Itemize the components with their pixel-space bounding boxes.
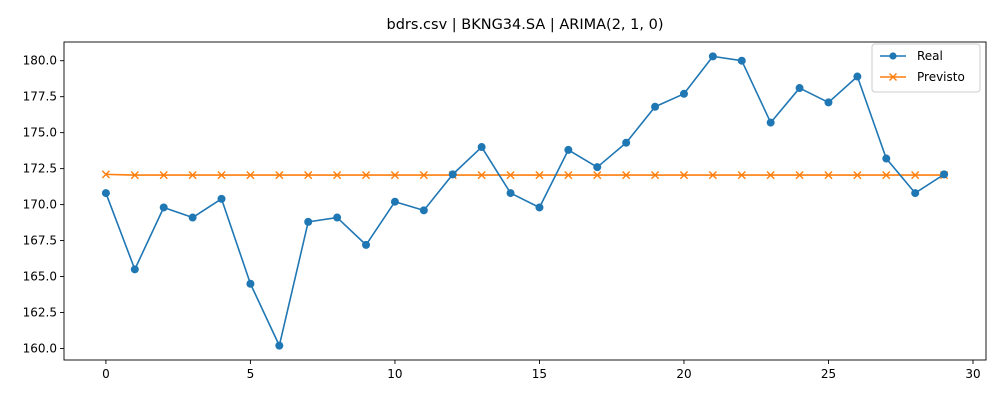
y-tick-label: 167.5 [23,234,57,248]
data-point-real [304,217,313,226]
data-point-previsto [217,171,226,180]
y-tick-label: 175.0 [23,126,57,140]
legend-label-real: Real [917,49,943,63]
data-point-previsto [159,171,168,180]
data-point-real [188,213,197,222]
data-point-real [737,56,746,65]
x-tick-label: 0 [102,367,110,381]
data-point-real [362,240,371,249]
series-layer [101,52,949,350]
data-point-real [853,72,862,81]
data-point-previsto [361,171,371,180]
data-point-previsto [477,171,486,180]
data-point-previsto [882,171,891,180]
x-axis: 0 5 10 15 20 25 30 [102,360,981,381]
data-point-previsto [737,171,746,180]
y-tick-label: 165.0 [23,270,57,284]
data-point-real [622,138,631,147]
data-point-previsto [795,171,804,180]
x-tick-label: 30 [965,367,980,381]
data-point-previsto [101,170,111,179]
x-tick-label: 25 [821,367,836,381]
chart-title: bdrs.csv | BKNG34.SA | ARIMA(2, 1, 0) [387,17,664,33]
data-point-previsto [564,171,573,180]
data-point-real [477,143,486,152]
data-point-previsto [130,171,139,180]
data-point-real [448,170,457,179]
data-point-real [593,163,602,172]
y-tick-label: 160.0 [23,341,57,355]
y-tick-label: 180.0 [23,54,57,68]
y-tick-label: 162.5 [23,306,57,320]
data-point-previsto [853,171,862,180]
data-point-previsto [506,171,515,180]
data-point-previsto [304,171,313,180]
y-tick-label: 177.5 [23,90,57,104]
series-real [101,52,949,350]
data-point-real [246,279,255,288]
data-point-real [795,84,804,93]
legend-label-previsto: Previsto [917,70,965,84]
data-point-real [390,197,399,206]
data-point-previsto [333,171,342,180]
legend-marker-real [889,52,897,60]
data-point-real [217,194,226,203]
data-point-previsto [708,171,717,180]
data-point-previsto [911,171,920,180]
series-line-previsto [105,173,945,176]
data-point-previsto [622,171,631,180]
x-tick-label: 20 [676,367,691,381]
data-point-real [882,154,891,163]
data-point-real [535,203,544,212]
data-point-previsto [650,171,660,180]
data-point-previsto [824,171,833,180]
data-point-real [333,213,342,222]
data-point-previsto [246,171,255,180]
y-tick-label: 170.0 [23,198,57,212]
data-point-real [824,98,833,107]
data-point-real [130,265,139,274]
data-point-real [506,189,515,198]
x-tick-label: 10 [387,367,402,381]
data-point-real [651,102,660,111]
series-previsto [101,170,949,180]
data-point-real [101,189,110,198]
data-point-previsto [679,171,689,180]
legend: Real Previsto [871,43,981,93]
data-point-previsto [419,171,428,180]
data-point-real [564,145,573,154]
data-point-real [940,170,949,179]
data-point-previsto [390,171,400,180]
plot-frame [63,41,987,361]
data-point-real [419,206,428,215]
legend-marker-previsto [889,73,897,81]
x-tick-label: 15 [532,367,547,381]
data-point-previsto [593,171,602,180]
data-point-real [708,52,717,61]
y-tick-label: 172.5 [23,162,57,176]
data-point-real [159,203,168,212]
data-point-real [911,189,920,198]
data-point-real [766,118,775,127]
series-line-real [105,55,945,347]
data-point-previsto [188,171,197,180]
data-point-previsto [766,171,775,180]
y-axis: 160.0 162.5 165.0 167.5 170.0 172.5 175.0 177.5… [23,54,64,355]
x-tick-label: 5 [247,367,255,381]
data-point-real [275,341,284,350]
data-point-previsto [275,171,284,180]
data-point-real [679,89,688,98]
data-point-previsto [535,171,544,180]
